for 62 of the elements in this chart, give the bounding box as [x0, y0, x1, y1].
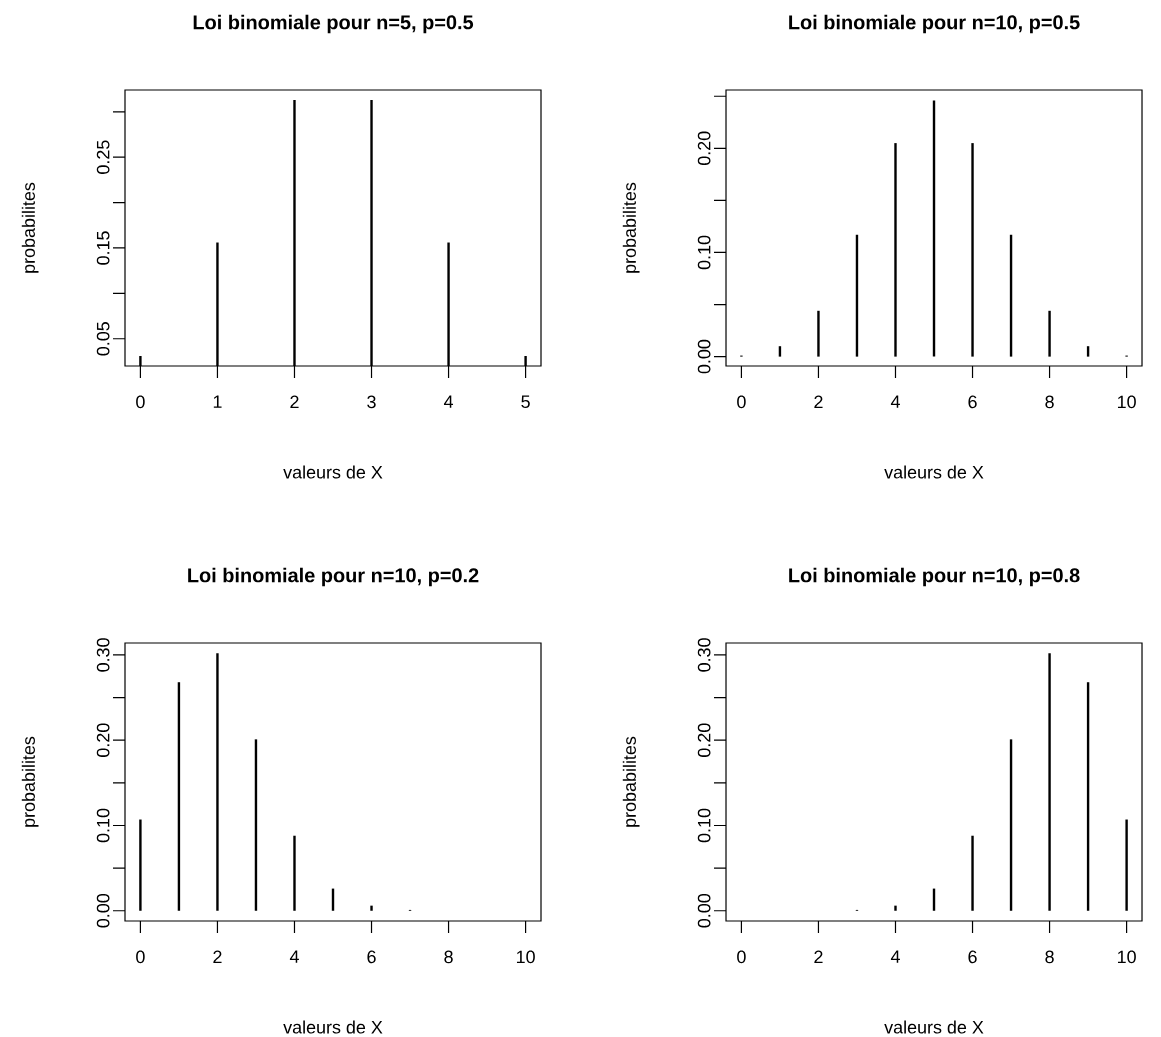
x-tick-label: 10 [1117, 395, 1136, 409]
chart-title: Loi binomiale pour n=10, p=0.5 [789, 14, 1080, 34]
bar [894, 905, 897, 911]
y-tick-label: 0.20 [697, 723, 711, 757]
x-tick-label: 2 [213, 950, 222, 964]
bar [971, 835, 974, 911]
y-tick-label: 0.30 [96, 638, 110, 672]
bar [971, 143, 974, 357]
y-tick-label: 0.05 [96, 322, 110, 356]
x-tick-label: 0 [136, 395, 145, 409]
x-tick-label: 8 [1045, 950, 1054, 964]
x-tick-label: 6 [968, 950, 977, 964]
y-tick-label: 0.10 [697, 808, 711, 843]
x-tick-label: 3 [367, 395, 376, 409]
x-tick-label: 6 [968, 395, 977, 409]
chart-title: Loi binomiale pour n=10, p=0.8 [789, 567, 1080, 587]
y-axis-title: probabilites [622, 182, 640, 273]
x-tick-label: 0 [136, 950, 145, 964]
y-tick-label: 0.15 [96, 231, 110, 265]
x-tick-label: 2 [814, 395, 823, 409]
x-tick-label: 4 [890, 950, 900, 963]
x-axis-title: valeurs de X [283, 465, 383, 479]
x-tick-label: 1 [213, 395, 222, 408]
y-tick-label: 0.00 [697, 339, 711, 374]
bar [894, 143, 897, 357]
bar [139, 819, 142, 911]
x-tick-label: 8 [444, 950, 453, 964]
bar [1048, 653, 1051, 911]
y-tick-label: 0.30 [697, 638, 711, 672]
y-tick-label: 0.10 [697, 235, 711, 270]
y-tick-label: 0.00 [697, 894, 711, 928]
x-tick-label: 4 [890, 395, 900, 408]
x-axis-title: valeurs de X [283, 1020, 383, 1034]
x-tick-label: 5 [521, 395, 530, 409]
x-tick-label: 0 [737, 395, 746, 409]
bar [216, 653, 219, 911]
y-tick-label: 0.20 [96, 723, 110, 757]
chart-title: Loi binomiale pour n=10, p=0.2 [188, 567, 479, 587]
chart-title: Loi binomiale pour n=5, p=0.5 [193, 14, 474, 34]
y-axis-title: probabilites [622, 736, 640, 827]
x-axis-title: valeurs de X [884, 465, 984, 479]
x-tick-label: 4 [289, 950, 299, 963]
x-tick-label: 10 [1117, 950, 1136, 964]
y-axis-title: probabilites [21, 182, 39, 273]
y-tick-label: 0.10 [96, 808, 110, 843]
x-tick-label: 4 [443, 395, 454, 408]
y-tick-label: 0.20 [697, 131, 711, 166]
y-tick-label: 0.00 [96, 894, 110, 928]
y-tick-label: 0.25 [96, 140, 110, 174]
x-tick-label: 2 [290, 395, 299, 409]
bar [370, 905, 373, 911]
x-tick-label: 0 [737, 950, 746, 964]
y-axis-title: probabilites [21, 736, 39, 827]
bar [1048, 310, 1051, 357]
x-tick-label: 8 [1045, 395, 1054, 409]
bar [817, 310, 820, 357]
x-axis-title: valeurs de X [884, 1020, 984, 1034]
x-tick-label: 2 [814, 950, 823, 964]
bar [293, 835, 296, 911]
x-tick-label: 10 [516, 950, 535, 964]
x-tick-label: 6 [367, 950, 376, 964]
bar [1125, 819, 1128, 911]
